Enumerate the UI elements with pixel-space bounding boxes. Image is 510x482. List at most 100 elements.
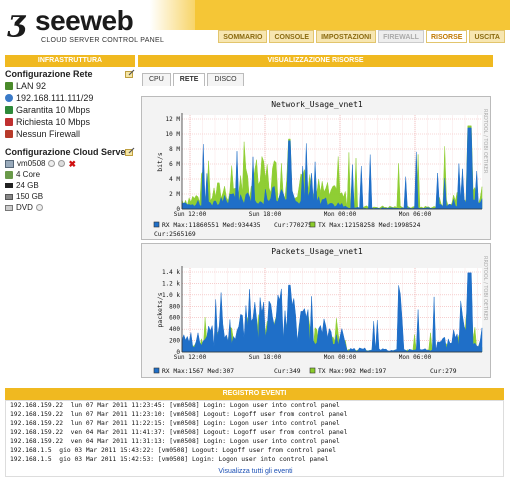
network-item-label: LAN 92 [16,81,47,91]
nav-tab-console[interactable]: CONSOLE [269,30,315,43]
brand-subtitle: CLOUD SERVER CONTROL PANEL [41,37,165,44]
y-tick-label: 0 [176,349,180,356]
event-line: 192.168.159.22 lun 07 Mar 2011 11:23:10:… [10,411,348,418]
legend-swatch-tx [309,221,316,228]
edit-network-icon[interactable] [125,69,135,78]
nav-tab-risorse[interactable]: RISORSE [425,30,468,43]
nav-tab-uscita[interactable]: USCITA [469,30,505,43]
x-tick-label: Mon 00:00 [324,211,357,218]
cloud-item: 24 GB [5,180,135,191]
y-axis-label: bit/s [156,152,164,172]
power-icon[interactable] [48,160,56,167]
y-tick-label: 6 M [169,161,180,168]
network-item-label: Nessun Firewall [16,129,81,139]
nav-tab-impostazioni[interactable]: IMPOSTAZIONI [316,30,377,43]
resources-header: VISUALIZZAZIONE RISORSE [138,55,493,67]
event-line: 192.168.159.22 ven 04 Mar 2011 11:31:13:… [10,438,340,445]
y-tick-label: 2 M [169,191,180,198]
y-tick-label: 10 M [166,131,181,138]
legend-current-rx: Cur:770275 [274,222,312,229]
legend-swatch-rx [153,221,160,228]
server-icon [5,159,14,168]
speed-icon [5,106,13,114]
network-config-label: Configurazione Rete [5,69,93,79]
series-rx-area [181,127,483,210]
disk-icon [5,193,13,200]
y-tick-label: 400 [169,326,180,333]
network-usage-chart: 0 2 M 4 M 6 M 8 M 10 M 12 M Sun 12:00 Sun 18:00 M… [153,113,483,238]
subtab-rete[interactable]: RETE [172,73,206,86]
cloud-item: DVD [5,202,135,213]
legend-swatch-rx [153,367,160,374]
nav-tab-sommario[interactable]: SOMMARIO [218,30,268,43]
y-tick-label: 4 M [169,176,180,183]
legend-entry-tx: TX Max:902 Med:197 [318,368,386,375]
legend-entry-rx: RX Max:1567 Med:307 [162,368,234,375]
globe-icon [5,94,13,102]
eject-icon[interactable] [35,204,43,211]
edit-cloud-icon[interactable] [125,147,135,156]
legend-entry-rx: RX Max:11860551 Med:934435 [162,222,261,229]
network-item: Richiesta 10 Mbps [5,116,135,128]
y-tick-label: 800 [169,303,180,310]
cloud-config-title: Configurazione Cloud Server [5,146,135,158]
memory-icon [5,183,13,188]
speed-icon [5,118,13,126]
resource-subtabs: CPU RETE DISCO [142,73,244,86]
chart-credit: RRDTOOL / TOBI OETIKER [482,109,488,174]
event-line: 192.168.1.5 gio 03 Mar 2011 15:42:53: [v… [10,456,329,463]
x-tick-label: Sun 12:00 [174,211,207,218]
packets-usage-chart: 0 200 400 600 800 1.0 k 1.2 k 1.4 k Sun 12:00 Sun… [153,266,483,375]
nav-tab-firewall: FIREWALL [378,30,424,43]
cloud-config-label: Configurazione Cloud Server [5,147,130,157]
brand-name: seeweb [35,5,134,36]
series-rx-area [181,272,483,353]
network-item-label: Garantita 10 Mbps [16,105,91,115]
chart-title: Packets_Usage_vnet1 [271,247,363,256]
vm-row: vm0508 ✖ [5,158,135,169]
event-line: 192.168.159.22 lun 07 Mar 2011 11:23:45:… [10,402,340,409]
legend-current-tx: Cur:279 [430,368,457,375]
subtab-cpu[interactable]: CPU [142,73,171,86]
legend-current-tx: Cur:2565169 [154,231,196,238]
cloud-item-label: 150 GB [16,192,44,201]
events-header: REGISTRO EVENTI [5,388,504,400]
network-item: Garantita 10 Mbps [5,104,135,116]
network-items: LAN 92 192.168.111.111/29 Garantita 10 Mbp… [5,80,135,140]
event-lines: 192.168.159.22 lun 07 Mar 2011 11:23:45:… [6,401,503,464]
x-tick-label: Sun 18:00 [249,211,282,218]
cloud-item-label: 4 Core [16,170,41,179]
y-tick-label: 600 [169,315,180,322]
network-item: 192.168.111.111/29 [5,92,135,104]
legend-entry-tx: TX Max:12158258 Med:1998524 [318,222,421,229]
y-tick-label: 1.4 k [162,269,180,276]
firewall-icon [5,130,13,138]
packets-usage-panel: Packets_Usage_vnet1 RRDTOOL / TOBI OETIK… [141,243,491,378]
event-line: 192.168.159.22 ven 04 Mar 2011 11:41:37:… [10,429,348,436]
network-item-label: 192.168.111.111/29 [16,93,94,103]
y-tick-label: 0 [176,206,180,213]
x-tick-label: Mon 00:00 [324,354,357,361]
view-all-events-link[interactable]: Visualizza tutti gli eventi [218,468,293,475]
series-tx-area [181,125,483,210]
infrastructure-header: INFRASTRUTTURA [5,55,135,67]
x-tick-label: Sun 18:00 [249,354,282,361]
y-tick-label: 8 M [169,146,180,153]
cloud-item: 4 Core [5,169,135,180]
header-banner [195,0,510,30]
x-tick-label: Mon 06:00 [399,211,432,218]
delete-icon[interactable]: ✖ [68,158,77,169]
subtab-disco[interactable]: DISCO [207,73,244,86]
restart-icon[interactable] [58,160,66,167]
y-tick-label: 1.2 k [162,280,180,287]
cloud-item: 150 GB [5,191,135,202]
chart-credit: RRDTOOL / TOBI OETIKER [482,256,488,321]
cloud-item-label: 24 GB [16,181,39,190]
y-tick-label: 12 M [166,116,181,123]
event-line: 192.168.1.5 gio 03 Mar 2011 15:43:22: [v… [10,447,337,454]
cpu-icon [5,170,13,179]
network-icon [5,82,13,90]
network-usage-panel: Network_Usage_vnet1 RRDTOOL / TOBI OETIK… [141,96,491,240]
main-nav-tabs: SOMMARIO CONSOLE IMPOSTAZIONI FIREWALL RISOR… [218,30,505,44]
chart-title: Network_Usage_vnet1 [271,100,363,109]
